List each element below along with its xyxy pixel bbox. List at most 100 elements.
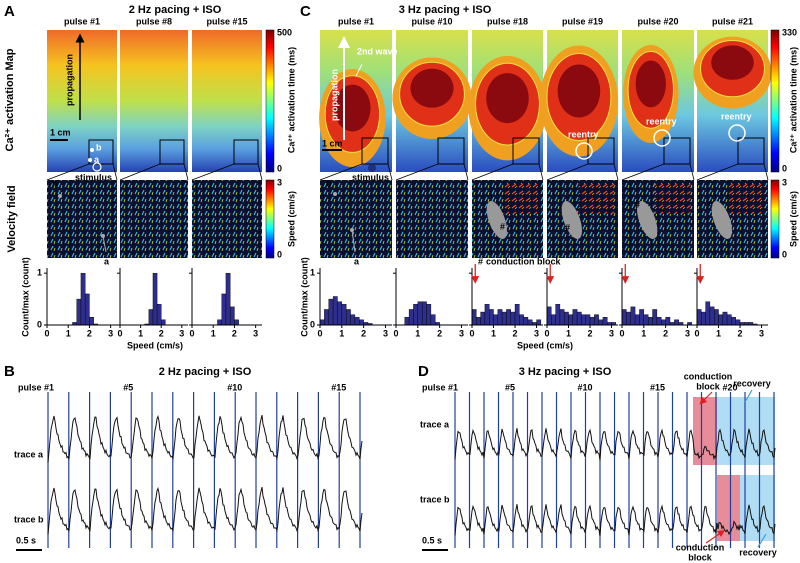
label: 2nd wave [357,46,398,56]
label: pulse #8 [136,16,172,26]
velocity-field [120,180,188,258]
bar [413,304,419,326]
wave [635,60,666,108]
label: pulse #15 [206,16,247,26]
x-tick-label: 1 [566,328,571,338]
bar [345,309,351,326]
content: A 2 Hz pacing + ISO C 3 Hz pacing + ISO B 2 H… [4,3,798,562]
label: # [708,199,713,209]
zoom-line [613,163,619,181]
label: 0 [782,163,787,173]
x-tick-label: 1 [415,328,420,338]
label: 0 [277,249,282,259]
x-tick-label: 0 [44,328,49,338]
zoom-line [387,163,393,181]
zoom-box [88,139,114,165]
pointer [705,529,725,544]
label: # [635,199,640,209]
zoom-box [233,139,259,165]
label: 330 [782,27,797,37]
bar [701,311,706,326]
label: pulse #1 [18,382,54,392]
x-tick-label: 2 [159,328,164,338]
label: b [96,142,102,152]
label: 500 [277,27,292,37]
fast-region [503,184,540,214]
zoom-box [159,139,185,165]
bar [221,293,227,326]
bar [519,314,524,326]
label: Speed (cm/s) [788,191,798,247]
bar [152,272,158,326]
bar [514,304,520,326]
label: 3 [277,177,282,187]
zoom-line [546,163,589,181]
bar [731,317,736,326]
label: A [4,3,15,20]
label: Velocity field [6,185,18,252]
bar [148,309,154,326]
zoom-line [46,163,90,181]
x-tick-label: 1 [138,328,143,338]
label: trace a [14,449,44,459]
colorbar [265,29,275,173]
bar [709,306,715,326]
bar [630,306,636,326]
bar [674,319,679,326]
label: 0.5 s [16,535,36,545]
zoom-line [319,163,363,181]
bar [84,293,90,326]
label: #10 [227,382,242,392]
bar [559,309,565,326]
label: pulse #1 [422,382,458,392]
block-region [717,475,740,541]
bar [714,309,719,326]
pointer [355,63,363,77]
trace [47,414,363,463]
label: propagation [329,69,339,121]
label: propagation [64,54,74,106]
x-tick-label: 3 [459,328,464,338]
bar [555,304,561,326]
label: #20 [723,382,738,392]
bar [661,319,666,326]
bar [510,311,516,326]
bar [80,272,86,326]
point [333,192,337,196]
y-tick-label: 1 [310,268,315,278]
bar [225,272,231,326]
bar [594,314,599,326]
x-tick-label: 3 [609,328,614,338]
label: reentry [568,129,599,139]
x-tick-label: 0 [544,328,549,338]
x-tick-label: 0 [393,328,398,338]
label: b [52,178,58,188]
bar [568,314,574,326]
zoom-box [437,137,465,165]
trace [454,428,776,461]
label: Ca²⁺ activation time (ms) [788,47,798,153]
block-region [486,201,508,239]
x-tick-label: 2 [663,328,668,338]
bar [722,311,728,326]
label: Speed (cm/s) [127,340,183,350]
bar [527,319,533,326]
bar [643,314,649,326]
reentry-loop [653,129,671,147]
label: #5 [505,382,515,392]
x-tick-label: 3 [685,328,690,338]
label: Ca²⁺ activation Map [4,48,16,151]
recovery-region [717,397,775,465]
x-tick-label: 0 [694,328,699,338]
bar [430,314,436,326]
label: stimulus [352,172,389,182]
label: 1 cm [322,138,343,148]
label: #15 [650,382,665,392]
label: reentry [721,111,752,121]
zoom-line [119,163,161,181]
x-tick-label: 2 [361,328,366,338]
x-tick-label: 1 [211,328,216,338]
block-region [637,201,658,239]
y-tick-label: 0 [310,319,315,329]
